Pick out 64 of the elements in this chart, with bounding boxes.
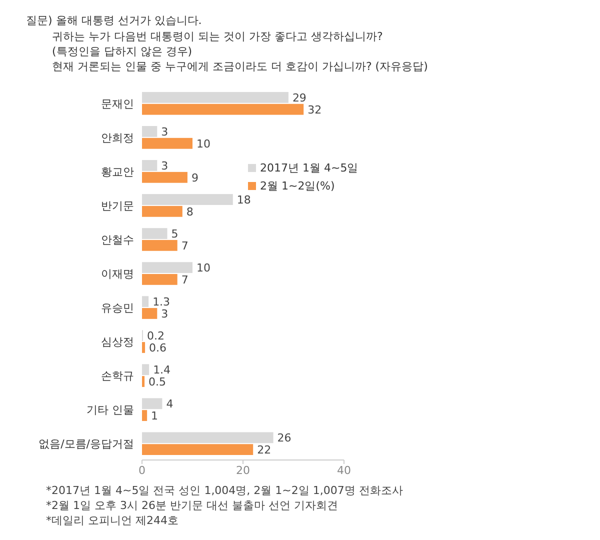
y-tick-label: 유승민 (101, 302, 134, 315)
data-label: 7 (181, 239, 188, 252)
bar (142, 274, 178, 285)
y-tick-label: 안희정 (101, 131, 134, 144)
data-label: 7 (181, 273, 188, 286)
data-label: 3 (161, 307, 168, 320)
y-tick-label: 기타 인물 (86, 404, 134, 417)
bar (142, 240, 178, 251)
y-tick-label: 안철수 (101, 233, 134, 246)
data-label: 29 (292, 91, 306, 104)
y-tick-label: 없음/모름/응답거절 (38, 438, 134, 451)
bar (142, 160, 158, 171)
data-label: 10 (196, 137, 210, 150)
bar (142, 308, 158, 319)
data-label: 22 (257, 444, 272, 457)
y-tick-label: 이재명 (101, 268, 134, 280)
y-tick-label: 황교안 (101, 165, 134, 178)
bar (142, 410, 148, 421)
bar (142, 92, 288, 103)
data-label: 5 (171, 228, 178, 241)
text: *2017년 1월 4~5일 전국 성인 1,004명, 2월 1~2일 1,007명 전화조사 (46, 484, 403, 497)
bar (142, 228, 168, 239)
legend-label: 2월 1~2일(%) (260, 180, 335, 192)
text: *데일리 오피니언 제244호 (46, 514, 178, 527)
bar (142, 432, 274, 444)
bar (142, 206, 182, 217)
y-tick-label: 반기문 (101, 199, 134, 212)
data-label: 4 (166, 398, 174, 411)
bar (142, 296, 149, 308)
data-label: 18 (236, 194, 251, 207)
x-tick-label: 40 (337, 464, 351, 477)
legend-label: 2017년 1월 4~5일 (260, 162, 358, 174)
bar (142, 138, 192, 149)
bar (142, 104, 304, 115)
y-tick-label: 손학규 (101, 370, 134, 383)
data-label: 26 (277, 432, 292, 445)
bar (142, 262, 192, 273)
bar (142, 342, 146, 353)
data-label: 8 (186, 205, 194, 218)
data-label: 1.4 (153, 364, 171, 377)
data-label: 0.2 (147, 330, 165, 343)
data-label: 32 (308, 103, 322, 116)
data-label: 1 (151, 410, 158, 423)
y-tick-label: 문재인 (101, 97, 134, 110)
data-label: 3 (161, 159, 168, 172)
data-label: 9 (191, 171, 198, 184)
data-label: 1.3 (152, 296, 170, 309)
bar (142, 444, 254, 455)
text: *2월 1일 오후 3시 26분 반기문 대선 불출마 선언 기자회견 (46, 499, 338, 512)
data-label: 3 (161, 125, 168, 138)
bar (142, 126, 158, 137)
data-label: 10 (196, 262, 210, 275)
x-tick-label: 20 (236, 464, 250, 477)
x-tick-label: 0 (138, 464, 146, 477)
data-label: 0.5 (148, 376, 166, 389)
bar (142, 364, 150, 376)
bar (142, 194, 233, 205)
data-label: 0.6 (149, 341, 167, 354)
y-tick-label: 심상정 (101, 336, 134, 349)
bar (142, 398, 162, 410)
chart-title: 질문) 올해 대통령 선거가 있습니다. (26, 14, 202, 27)
chart-subtitle: 귀하는 누가 다음번 대통령이 되는 것이 가장 좋다고 생각하십니까? (특정인을 답하지 않은 경우) 현재 거론되는 인물 중 누구에게 조금이라도 더 호감이 가십니까? (자유응답) (52, 30, 428, 73)
bar (142, 172, 188, 183)
bar (142, 376, 145, 387)
